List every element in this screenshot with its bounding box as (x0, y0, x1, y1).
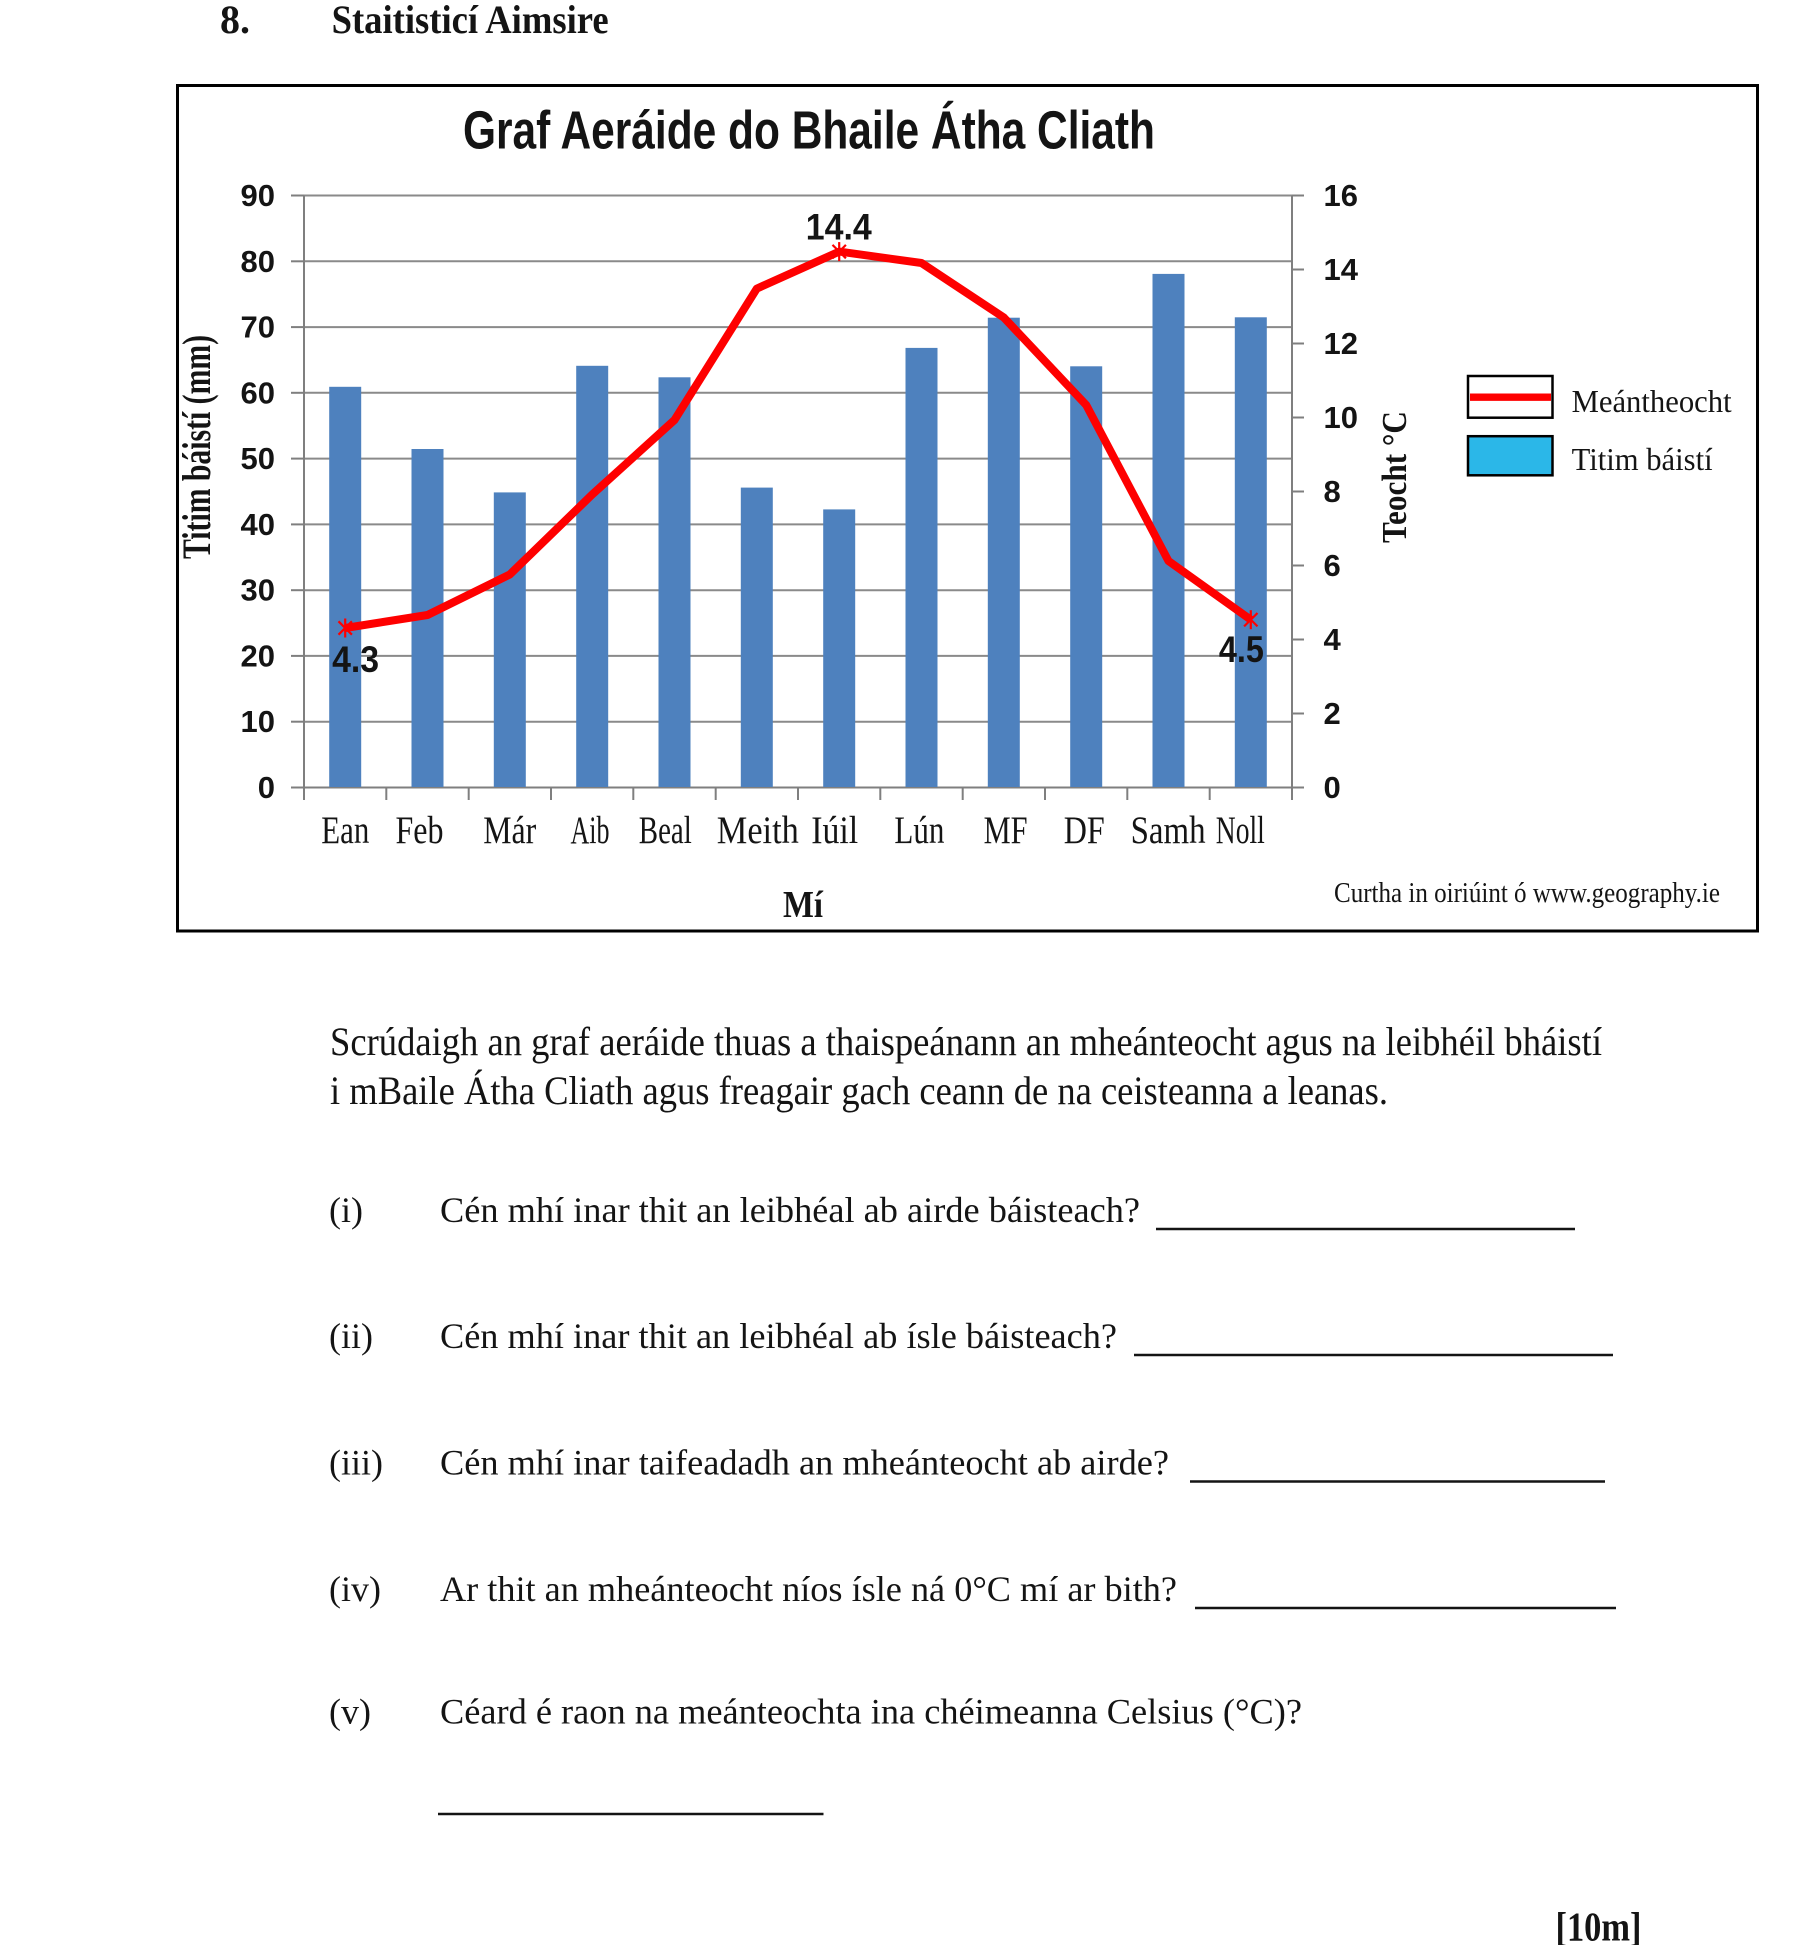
svg-text:Scrúdaigh an graf aeráide thua: Scrúdaigh an graf aeráide thuas a thaisp… (330, 1019, 1602, 1064)
svg-text:Titim báistí: Titim báistí (1572, 441, 1713, 477)
svg-text:50: 50 (241, 441, 275, 476)
svg-text:Iúil: Iúil (811, 809, 858, 852)
svg-text:Meith: Meith (717, 809, 799, 852)
svg-text:(iv): (iv) (329, 1569, 381, 1609)
svg-text:Cén mhí inar taifeadadh an mhe: Cén mhí inar taifeadadh an mheánteocht a… (440, 1443, 1169, 1483)
svg-text:16: 16 (1324, 178, 1358, 213)
svg-text:4: 4 (1324, 622, 1342, 657)
svg-text:Mí: Mí (783, 884, 824, 926)
svg-text:Cén mhí inar thit an leibhéal: Cén mhí inar thit an leibhéal ab airde b… (440, 1190, 1140, 1230)
svg-text:8.: 8. (220, 0, 250, 42)
svg-text:Cén mhí inar thit an leibhéal: Cén mhí inar thit an leibhéal ab ísle bá… (440, 1316, 1117, 1356)
svg-text:Meántheocht: Meántheocht (1572, 383, 1732, 419)
svg-text:Feb: Feb (396, 809, 444, 852)
svg-text:Noll: Noll (1216, 809, 1265, 852)
svg-text:Már: Már (483, 809, 536, 852)
svg-text:0: 0 (258, 770, 275, 805)
svg-text:8: 8 (1324, 474, 1341, 509)
svg-text:i mBaile Átha Cliath agus frea: i mBaile Átha Cliath agus freagair gach … (330, 1068, 1388, 1113)
svg-text:80: 80 (241, 244, 275, 279)
svg-text:MF: MF (984, 809, 1028, 852)
svg-text:30: 30 (241, 573, 275, 608)
svg-text:0: 0 (1324, 770, 1341, 805)
svg-text:10: 10 (1324, 400, 1358, 435)
svg-text:14: 14 (1324, 252, 1359, 287)
svg-text:60: 60 (241, 375, 275, 410)
svg-text:12: 12 (1324, 326, 1358, 361)
svg-text:Titim báistí (mm): Titim báistí (mm) (174, 335, 219, 559)
svg-text:10: 10 (241, 704, 275, 739)
svg-text:90: 90 (241, 178, 275, 213)
svg-text:Céard é raon na meánteochta in: Céard é raon na meánteochta ina chéimean… (440, 1692, 1302, 1732)
svg-text:Graf Aeráide do Bhaile Átha Cl: Graf Aeráide do Bhaile Átha Cliath (463, 101, 1155, 161)
svg-text:Samh: Samh (1131, 809, 1206, 852)
svg-text:Lún: Lún (894, 809, 944, 852)
svg-text:20: 20 (241, 638, 275, 673)
svg-text:Aib: Aib (571, 809, 610, 852)
svg-text:70: 70 (241, 310, 275, 345)
svg-text:14.4: 14.4 (806, 206, 872, 247)
svg-text:(v): (v) (329, 1692, 371, 1732)
svg-text:Ean: Ean (321, 809, 369, 852)
svg-text:DF: DF (1064, 809, 1105, 852)
svg-text:Teocht °C: Teocht °C (1375, 411, 1414, 543)
svg-text:Beal: Beal (639, 809, 692, 852)
svg-text:Curtha in oiriúint ó www.geog: Curtha in oiriúint ó www.geography.ie (1334, 878, 1720, 909)
svg-text:4.3: 4.3 (332, 639, 379, 680)
svg-text:(iii): (iii) (329, 1443, 383, 1483)
svg-text:40: 40 (241, 507, 275, 542)
svg-text:Staitisticí Aimsire: Staitisticí Aimsire (332, 0, 609, 42)
svg-text:[10m]: [10m] (1556, 1904, 1642, 1945)
svg-text:4.5: 4.5 (1219, 629, 1264, 670)
svg-text:2: 2 (1324, 696, 1341, 731)
svg-text:Ar thit an mheánteocht níos ís: Ar thit an mheánteocht níos ísle ná 0°C … (440, 1569, 1177, 1609)
svg-text:(ii): (ii) (329, 1316, 373, 1356)
svg-text:(i): (i) (329, 1190, 363, 1230)
svg-text:6: 6 (1324, 548, 1341, 583)
